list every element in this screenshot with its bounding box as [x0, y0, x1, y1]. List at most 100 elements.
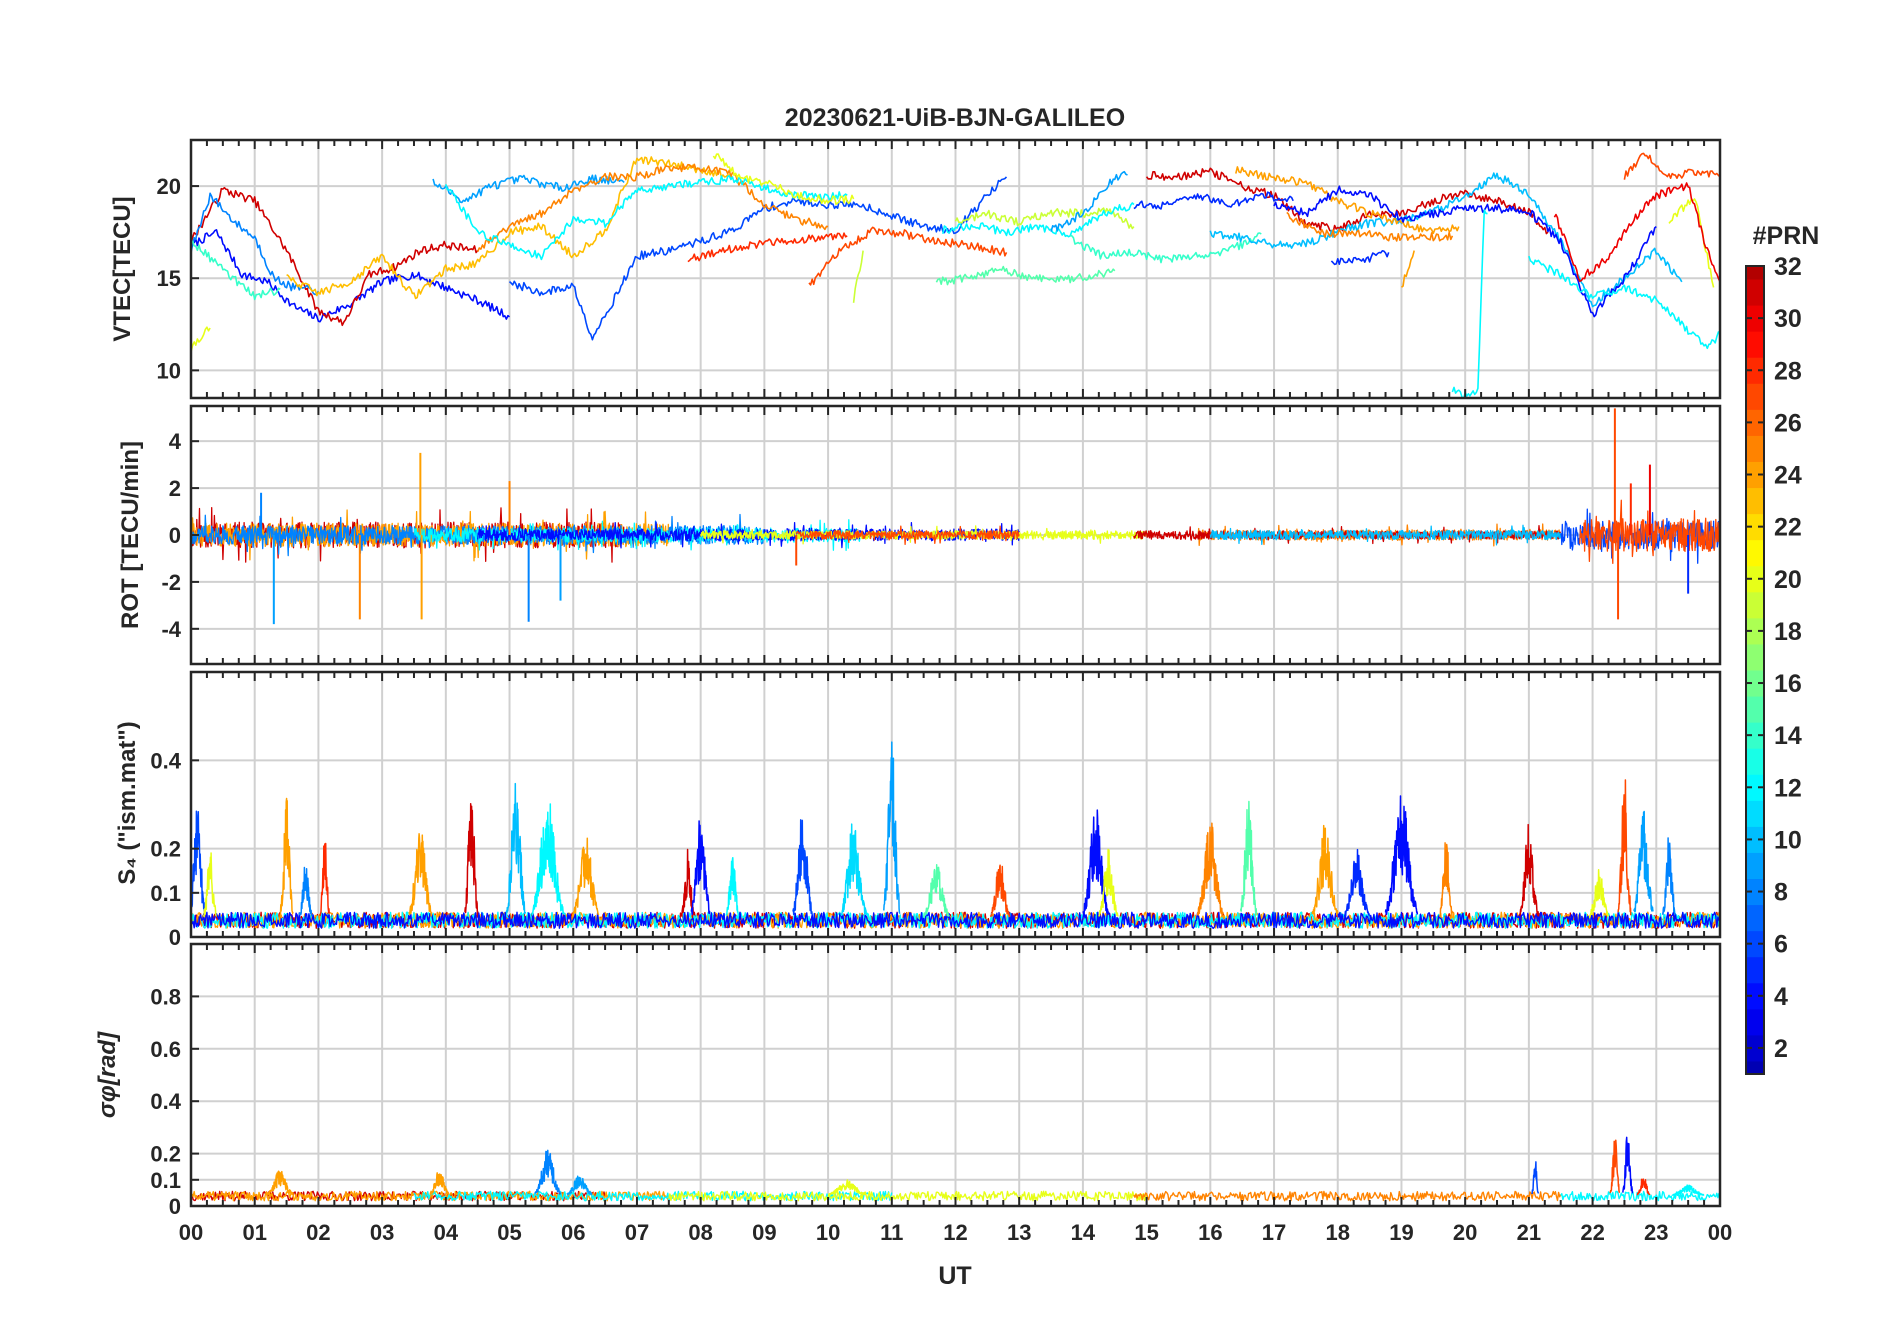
sigmaphi-burst-8 [1636, 1178, 1651, 1196]
sigmaphi-ticks: 00.10.2 0.4 0.6 0.8 [150, 944, 1721, 1219]
rot-axes-frame [189, 404, 1722, 666]
colorbar-cell [1746, 748, 1764, 775]
colorbar-cell [1746, 513, 1764, 541]
x-tick-label: 10 [816, 1220, 840, 1245]
vtec-series-line-15 [1050, 170, 1128, 232]
colorbar-tick-label: 30 [1774, 305, 1802, 333]
rot-ytick-label: -2 [161, 570, 181, 595]
s4-burst-15 [883, 741, 901, 914]
sigmaphi-series [191, 1136, 1720, 1202]
vtec-series-line-0 [191, 229, 510, 323]
sigmaphi-baseline-4 [1133, 1190, 1562, 1202]
vtec-series-line-8 [712, 153, 855, 205]
x-tick-label: 04 [434, 1220, 459, 1245]
colorbar-tick-label: 2 [1774, 1035, 1788, 1063]
colorbar-cell [1746, 279, 1764, 306]
sigmaphi-ytick-label: 0.1 [150, 1168, 181, 1193]
s4-ytick-label: 0 [169, 925, 181, 950]
s4-ylabel: S₄ ("ism.mat") [114, 721, 141, 885]
x-tick-label: 17 [1262, 1220, 1286, 1245]
vtec-series-line-21 [1286, 211, 1454, 242]
colorbar-cell [1746, 539, 1764, 567]
colorbar-tick-label: 4 [1774, 983, 1788, 1011]
s4-ytick-label: 0.2 [150, 837, 181, 862]
colorbar-cell [1746, 461, 1764, 489]
s4-burst-27 [1588, 868, 1610, 919]
vtec-series-line-19 [1209, 172, 1683, 308]
vtec-series-line-4 [432, 174, 625, 204]
colorbar-tick-label: 28 [1774, 357, 1802, 385]
s4-grid [190, 672, 1721, 938]
sigmaphi-grid [190, 944, 1721, 1207]
colorbar-cell [1746, 826, 1764, 853]
vtec-series-line-12 [935, 265, 1116, 286]
sigmaphi-ytick-label: 0.8 [150, 984, 181, 1009]
colorbar-tick-label: 32 [1774, 253, 1802, 281]
sigmaphi-axes-frame [189, 942, 1722, 1208]
colorbar-cell [1746, 1008, 1764, 1036]
colorbar-cell [1746, 670, 1764, 697]
x-tick-label: 14 [1071, 1220, 1096, 1245]
rot-ylabel: ROT [TECU/min] [117, 441, 144, 629]
s4-burst-1 [202, 852, 217, 918]
s4-burst-11 [690, 820, 711, 916]
vtec-axes-frame [189, 138, 1722, 400]
sigmaphi-burst-5 [1531, 1161, 1540, 1195]
x-tick-label: 00 [179, 1220, 203, 1245]
vtec-series-line-22 [1273, 185, 1657, 318]
vtec-series-line-17 [1145, 167, 1549, 235]
chart-title: 20230621-UiB-BJN-GALILEO [785, 104, 1125, 132]
panel-s4: 0 0.1 0.2 0.4 S₄ ("ism.mat") [114, 670, 1722, 950]
rot-series-line-11 [1579, 499, 1720, 565]
s4-burst-8 [531, 803, 565, 916]
s4-burst-2 [279, 797, 294, 916]
s4-ticks: 0 0.1 0.2 0.4 [150, 672, 1721, 950]
x-tick-label: 21 [1517, 1220, 1541, 1245]
sigmaphi-baseline-1 [191, 1190, 670, 1202]
sigmaphi-burst-4 [827, 1179, 867, 1196]
colorbar-cell [1746, 878, 1764, 906]
x-tick-label: 11 [880, 1220, 903, 1245]
sigmaphi-burst-7 [1622, 1136, 1634, 1194]
s4-burst-20 [1196, 822, 1224, 917]
sigmaphi-baseline-2 [413, 1190, 893, 1202]
colorbar-cell [1746, 617, 1764, 645]
vtec-series-line-13 [954, 207, 1135, 230]
rot-ytick-label: 4 [169, 429, 182, 454]
vtec-series-line-14 [942, 202, 1135, 238]
sigmaphi-burst-6 [1609, 1139, 1621, 1194]
sigmaphi-ytick-label: 0.6 [150, 1037, 181, 1062]
colorbar-cell [1746, 852, 1764, 880]
colorbar-cell [1746, 930, 1764, 958]
colorbar-cell [1746, 383, 1764, 410]
s4-burst-13 [792, 819, 813, 916]
vtec-ytick-label: 10 [157, 358, 181, 383]
colorbar-cell [1746, 774, 1764, 801]
x-tick-label: 19 [1389, 1220, 1413, 1245]
vtec-series-line-5 [508, 176, 1008, 341]
colorbar-cell [1746, 266, 1764, 280]
vtec-series-line-24 [1400, 250, 1415, 288]
s4-burst-18 [1082, 809, 1110, 915]
vtec-ytick-label: 20 [157, 174, 181, 199]
sigmaphi-burst-2 [534, 1149, 562, 1195]
colorbar-frame [1745, 265, 1765, 1075]
colorbar-gradient [1746, 266, 1764, 1075]
colorbar-cell [1746, 409, 1764, 436]
vtec-series-line-23 [1330, 250, 1390, 266]
vtec-series-line-26 [1528, 255, 1720, 350]
colorbar-cell [1746, 800, 1764, 827]
x-tick-label: 12 [943, 1220, 967, 1245]
s4-burst-17 [989, 864, 1011, 918]
vtec-series-line-31 [191, 240, 281, 301]
s4-series [191, 741, 1720, 929]
vtec-series-line-30 [191, 326, 211, 352]
s4-burst-22 [1311, 824, 1339, 916]
vtec-series-line-6 [476, 163, 829, 253]
s4-burst-5 [408, 833, 433, 917]
x-tick-label: 05 [497, 1220, 521, 1245]
colorbar-cell [1746, 435, 1764, 462]
vtec-series-line-25 [1451, 209, 1488, 398]
vtec-series-line-9 [687, 232, 848, 263]
panel-rot: -4 -2 0 2 4 ROT [TECU/min] [117, 404, 1722, 666]
